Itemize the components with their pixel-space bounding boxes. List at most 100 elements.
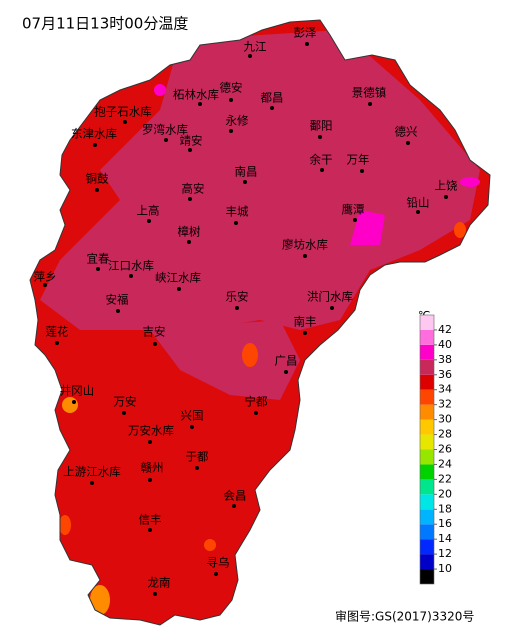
place-dot	[147, 219, 151, 223]
legend-swatch	[420, 344, 434, 360]
place-label: 安福	[106, 293, 129, 307]
footer-note: 审图号:GS(2017)3320号	[335, 609, 474, 624]
place-dot	[353, 218, 357, 222]
place-dot	[90, 481, 94, 485]
place-dot	[270, 106, 274, 110]
place-label: 于都	[186, 450, 209, 464]
place-dot	[318, 135, 322, 139]
place-label: 德兴	[395, 125, 418, 139]
legend-tick-label: 30	[438, 413, 452, 426]
legend-tick-label: 16	[438, 517, 452, 530]
place-label: 上饶	[435, 179, 458, 193]
place-dot	[232, 504, 236, 508]
legend-swatch	[420, 524, 434, 540]
place-label: 万安	[114, 395, 137, 409]
legend-swatch	[420, 554, 434, 570]
legend-swatch	[420, 315, 434, 330]
place-label: 樟树	[178, 225, 201, 239]
legend-tick-label: 42	[438, 323, 452, 336]
place-label: 宜春	[87, 252, 110, 266]
place-dot	[284, 370, 288, 374]
place-dot	[198, 102, 202, 106]
legend-tick-label: 24	[438, 457, 452, 470]
place-dot	[303, 331, 307, 335]
place-dot	[254, 411, 258, 415]
place-dot	[188, 148, 192, 152]
legend-swatch	[420, 419, 434, 435]
place-dot	[96, 267, 100, 271]
place-label: 永修	[226, 114, 249, 128]
place-dot	[320, 168, 324, 172]
legend-tick-label: 28	[438, 428, 452, 441]
legend-tick-label: 14	[438, 532, 452, 545]
place-label: 乐安	[226, 290, 249, 304]
legend-swatch	[420, 539, 434, 555]
legend-swatch	[420, 374, 434, 390]
place-dot	[148, 440, 152, 444]
place-label: 九江	[244, 40, 267, 54]
legend-tick-label: 38	[438, 353, 452, 366]
place-dot	[148, 528, 152, 532]
place-dot	[153, 592, 157, 596]
place-label: 抱子石水库	[94, 105, 152, 119]
place-label: 会昌	[224, 489, 247, 503]
place-dot	[235, 306, 239, 310]
place-dot	[303, 254, 307, 258]
place-label: 赣州	[141, 461, 164, 475]
place-label: 寻乌	[207, 556, 230, 570]
legend-tick-label: 20	[438, 487, 452, 500]
place-dot	[444, 195, 448, 199]
place-label: 德安	[220, 81, 243, 95]
place-dot	[248, 54, 252, 58]
place-dot	[416, 210, 420, 214]
place-label: 彭泽	[294, 26, 317, 40]
place-label: 峡江水库	[155, 271, 201, 285]
place-dot	[123, 120, 127, 124]
legend-swatch	[420, 494, 434, 510]
place-label: 萍乡	[34, 270, 57, 284]
legend-swatch	[420, 479, 434, 495]
legend-swatch	[420, 449, 434, 465]
place-dot	[116, 309, 120, 313]
place-label: 兴国	[181, 409, 204, 423]
place-label: 南昌	[235, 165, 258, 179]
place-label: 龙南	[148, 576, 171, 590]
legend-tick-label: 18	[438, 502, 452, 515]
place-label: 上高	[137, 204, 160, 218]
place-label: 都昌	[261, 91, 284, 105]
place-dot	[360, 169, 364, 173]
legend-tick-label: 22	[438, 472, 452, 485]
place-dot	[129, 274, 133, 278]
place-dot	[305, 42, 309, 46]
place-label: 廖坊水库	[282, 238, 328, 252]
place-dot	[330, 306, 334, 310]
place-dot	[190, 425, 194, 429]
place-dot	[229, 98, 233, 102]
place-label: 余干	[310, 153, 333, 167]
legend-swatch	[420, 569, 434, 584]
place-label: 铅山	[407, 196, 430, 210]
place-dot	[243, 180, 247, 184]
place-label: 南丰	[294, 315, 317, 329]
place-label: 罗湾水库	[142, 123, 188, 137]
place-label: 宁都	[245, 395, 268, 409]
place-dot	[164, 138, 168, 142]
place-dot	[148, 478, 152, 482]
place-dot	[188, 197, 192, 201]
legend-swatch	[420, 404, 434, 420]
legend-tick-label: 12	[438, 547, 452, 560]
place-dot	[177, 287, 181, 291]
legend-swatch	[420, 329, 434, 345]
place-label: 高安	[182, 182, 205, 196]
place-label: 井冈山	[60, 384, 95, 398]
place-label: 万安水库	[128, 424, 174, 438]
legend-swatch	[420, 464, 434, 480]
place-label: 东津水库	[71, 127, 117, 141]
place-dot	[43, 283, 47, 287]
place-dot	[234, 221, 238, 225]
place-label: 洪门水库	[307, 290, 353, 304]
place-label: 信丰	[139, 513, 162, 527]
